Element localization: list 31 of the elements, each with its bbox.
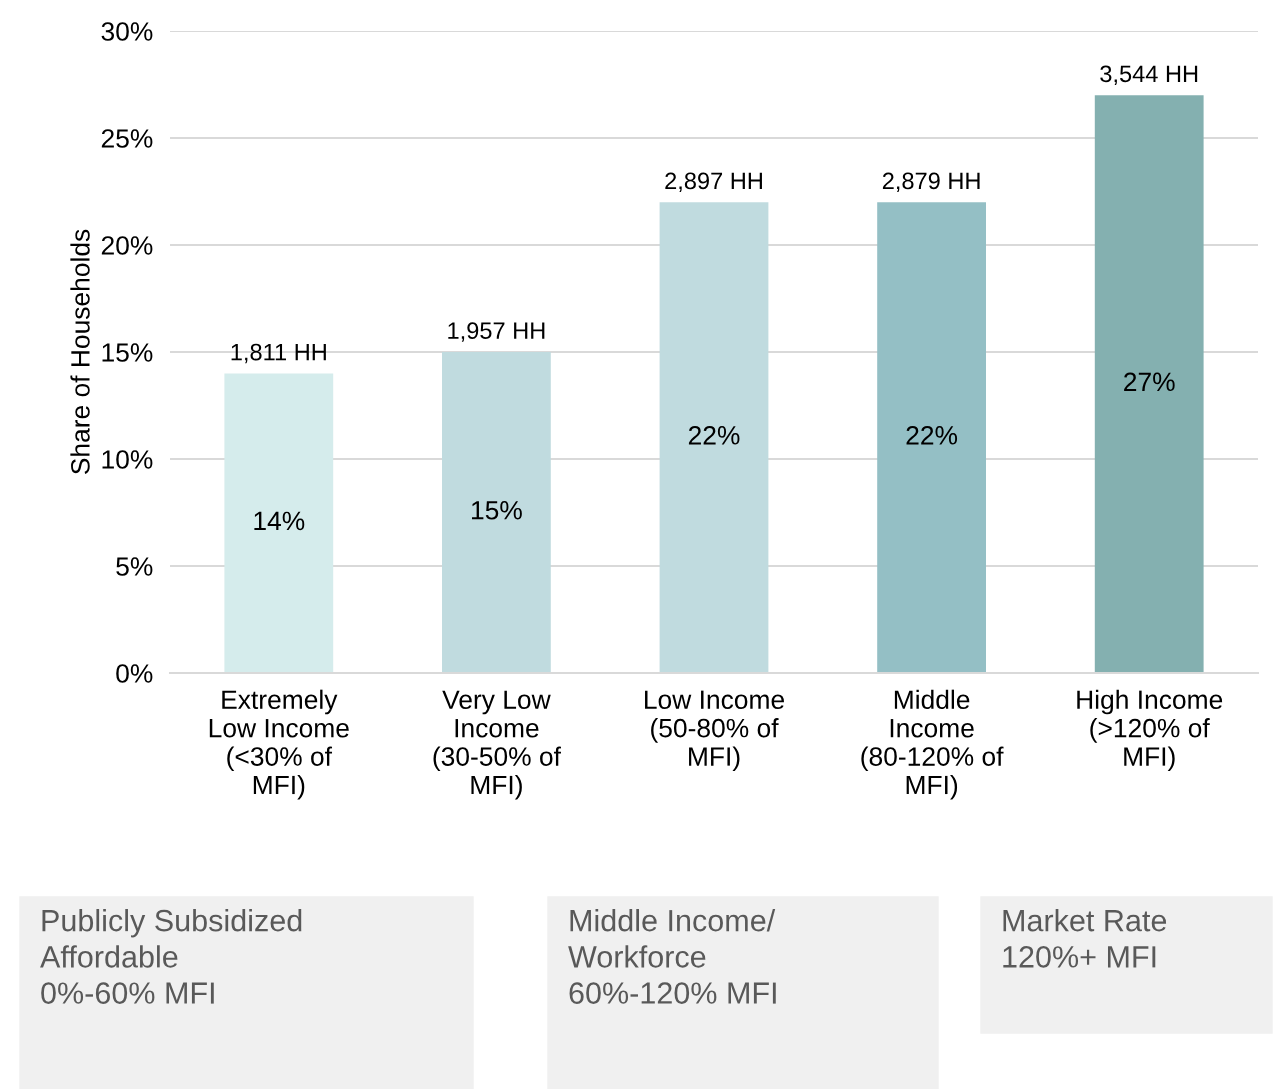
annotation: 3,544 HH	[1100, 65, 1198, 85]
data-label: 22%	[688, 426, 740, 445]
data-label: 14%	[254, 511, 305, 531]
x-tick-label: Middle Income (80-120% of MFI)	[861, 689, 1004, 800]
text: Middle Income/ Workforce 60%-120% MFI	[568, 909, 776, 1004]
annotation: 2,879 HH	[882, 172, 980, 192]
y-tick-label: 5%	[116, 557, 153, 576]
bar	[659, 202, 769, 673]
bar	[877, 202, 986, 673]
x-tick-label: Very Low Income (30-50% of MFI)	[433, 690, 561, 800]
annotation: 1,811 HH	[231, 343, 326, 364]
bar	[1094, 95, 1204, 673]
text: Publicly Subsidized Affordable 0%-60% MFI	[40, 909, 302, 1004]
data-label: 22%	[906, 426, 958, 445]
bar	[224, 373, 334, 673]
text: Market Rate 120%+ MFI	[1003, 909, 1167, 968]
bar	[442, 352, 551, 673]
y-tick-label: 15%	[102, 343, 153, 362]
data-label: 27%	[1124, 372, 1175, 392]
y-axis-title: Share of Households	[70, 229, 90, 475]
annotation: 2,897 HH	[665, 172, 762, 192]
y-tick-label: 10%	[102, 450, 153, 469]
x-tick-label: High Income (>120% of MFI)	[1077, 689, 1223, 772]
y-tick-label: 25%	[101, 129, 153, 148]
y-tick-label: 0%	[116, 664, 153, 683]
y-tick-label: 30%	[101, 22, 153, 41]
data-label: 15%	[472, 501, 522, 520]
annotation: 1,957 HH	[448, 322, 545, 342]
x-tick-label: Extremely Low Income (<30% of MFI)	[209, 689, 349, 800]
y-tick-label: 20%	[101, 236, 153, 255]
x-tick-label: Low Income (50-80% of MFI)	[645, 690, 784, 772]
